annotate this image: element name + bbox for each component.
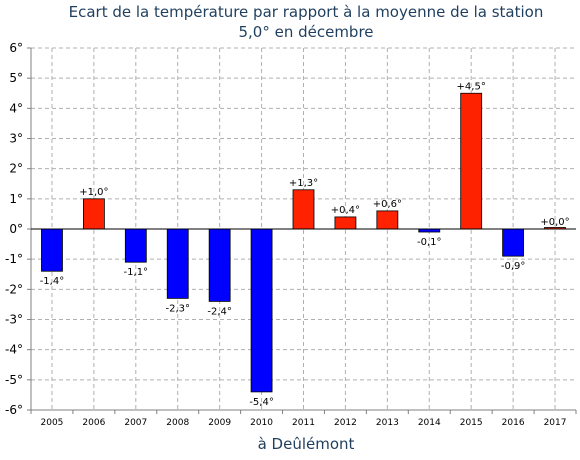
data-label: -0,1° bbox=[417, 237, 442, 248]
data-label: +4,5° bbox=[457, 81, 486, 92]
x-tick-label: 2007 bbox=[124, 418, 147, 428]
y-tick-label: 6° bbox=[9, 41, 23, 55]
x-axis-ticks: 2005 2006 2007 2008 2009 2010 2011 2012 2013 2014… bbox=[41, 418, 567, 428]
y-tick-label: 5° bbox=[9, 71, 23, 85]
y-tick-label: 4° bbox=[9, 101, 23, 115]
data-label: +0,0° bbox=[540, 217, 569, 228]
x-tick-label: 2006 bbox=[82, 418, 105, 428]
y-tick-label: 2° bbox=[9, 162, 23, 176]
y-tick-label: -3° bbox=[5, 313, 23, 327]
data-label: -1,4° bbox=[40, 276, 65, 287]
data-label: +1,3° bbox=[289, 178, 318, 189]
bar bbox=[250, 228, 273, 393]
y-tick-label: -6° bbox=[5, 403, 23, 417]
bar bbox=[208, 228, 231, 302]
chart-title-line2: 5,0° en décembre bbox=[238, 23, 373, 41]
bar bbox=[460, 92, 483, 230]
x-tick-label: 2011 bbox=[292, 418, 315, 428]
x-tick-label: 2017 bbox=[544, 418, 567, 428]
data-label: +0,6° bbox=[373, 199, 402, 210]
y-tick-label: 3° bbox=[9, 132, 23, 146]
data-label: -1,1° bbox=[124, 267, 149, 278]
x-tick-label: 2014 bbox=[418, 418, 441, 428]
y-tick-label: 1° bbox=[9, 192, 23, 206]
x-tick-label: 2012 bbox=[334, 418, 357, 428]
bar bbox=[82, 198, 105, 230]
bar bbox=[41, 228, 63, 272]
data-labels: -1,4° +1,0° -1,1° -2,3° -2,4° -5,4° +1,3° +0,4°… bbox=[40, 81, 570, 408]
x-tick-label: 2013 bbox=[376, 418, 399, 428]
bar bbox=[502, 228, 525, 257]
bar bbox=[292, 189, 315, 230]
x-tick-label: 2005 bbox=[41, 418, 64, 428]
data-label: +0,4° bbox=[331, 205, 360, 216]
y-tick-label: -2° bbox=[5, 282, 23, 296]
y-tick-label: 0° bbox=[9, 222, 23, 236]
x-axis-label: à Deûlémont bbox=[258, 435, 355, 453]
bar bbox=[166, 228, 189, 299]
data-label: +1,0° bbox=[79, 187, 108, 198]
bars bbox=[41, 92, 566, 393]
x-tick-label: 2010 bbox=[250, 418, 273, 428]
bar bbox=[376, 210, 399, 230]
axes bbox=[27, 47, 577, 414]
data-label: -5,4° bbox=[249, 397, 274, 408]
data-label: -2,4° bbox=[207, 306, 232, 317]
chart-title-line1: Ecart de la température par rapport à la… bbox=[69, 3, 544, 21]
x-tick-label: 2015 bbox=[460, 418, 483, 428]
data-label: -0,9° bbox=[501, 261, 526, 272]
x-tick-label: 2008 bbox=[166, 418, 189, 428]
y-axis-ticks: -6° -5° -4° -3° -2° -1° 0° 1° 2° 3° 4° 5° 6° bbox=[5, 41, 23, 417]
x-tick-label: 2009 bbox=[208, 418, 231, 428]
y-tick-label: -4° bbox=[5, 343, 23, 357]
y-tick-label: -1° bbox=[5, 252, 23, 266]
x-tick-label: 2016 bbox=[502, 418, 525, 428]
y-tick-label: -5° bbox=[5, 373, 23, 387]
bar bbox=[124, 228, 147, 263]
bar bbox=[334, 216, 357, 230]
data-label: -2,3° bbox=[165, 303, 190, 314]
